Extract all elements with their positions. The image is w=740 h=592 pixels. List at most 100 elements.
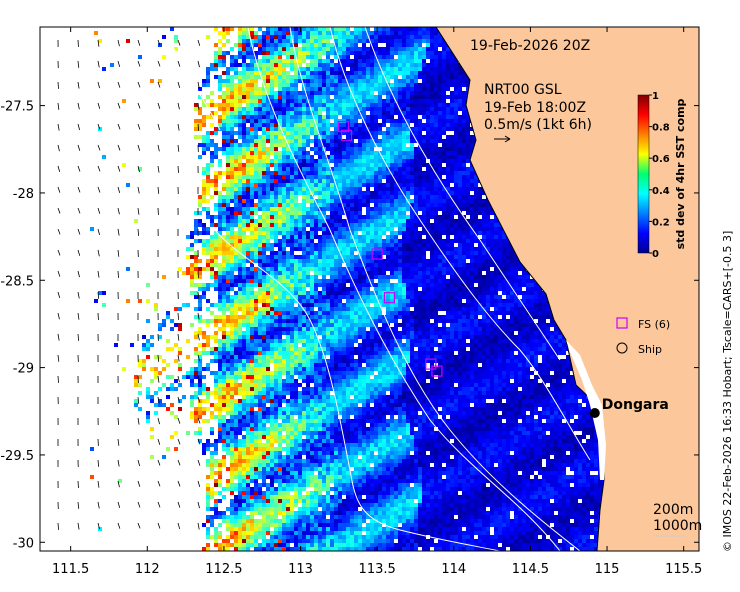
sst-cell [286,155,290,159]
sst-cell [466,223,470,227]
sst-cell [230,167,234,171]
sst-cell [310,315,314,319]
sst-cell [370,79,374,83]
sst-cell [474,287,478,291]
sst-cell [334,199,338,203]
sst-cell [234,187,238,191]
sst-cell [298,223,302,227]
sst-cell [350,247,354,251]
sst-cell [410,103,414,107]
sst-cell [210,259,214,263]
sst-cell [254,247,258,251]
sst-cell [230,199,234,203]
sst-cell [258,151,262,155]
sst-cell [446,295,450,299]
sst-cell [286,75,290,79]
sst-cell [418,167,422,171]
sst-cell [386,167,390,171]
sst-cell [402,79,406,83]
sst-cell [422,79,426,83]
sst-cell [262,283,266,287]
sst-cell [254,163,258,167]
sst-cell [498,271,502,275]
sst-cell [306,39,310,43]
sst-cell [334,159,338,163]
sst-cell [426,231,430,235]
sst-cell [242,127,246,131]
sst-cell [338,223,342,227]
sst-cell [382,143,386,147]
sst-cell [390,243,394,247]
sst-cell [454,271,458,275]
sst-cell [350,299,354,303]
sst-cell [358,315,362,319]
sst-cell [218,119,222,123]
sst-cell [350,123,354,127]
sst-cell [434,87,438,91]
sst-cell [310,235,314,239]
sst-cell [394,39,398,43]
sst-cell [318,131,322,135]
sst-cell [258,159,262,163]
sst-cell [334,211,338,215]
sst-cell [410,203,414,207]
sst-cell [406,219,410,223]
sst-cell [366,51,370,55]
sst-cell [314,107,318,111]
sst-cell [406,107,410,111]
sst-cell [394,203,398,207]
sst-cell [266,131,270,135]
sst-cell [430,179,434,183]
sst-cell [322,171,326,175]
sst-cell [382,155,386,159]
sst-cell [230,235,234,239]
sst-cell [278,287,282,291]
sst-cell [414,303,418,307]
sst-cell [434,243,438,247]
sst-cell [358,39,362,43]
sst-cell [458,75,462,79]
sst-cell [418,119,422,123]
sst-cell [226,179,230,183]
sst-cell [278,111,282,115]
sst-cell [458,243,462,247]
sst-cell [370,315,374,319]
sst-cell [446,251,450,255]
sst-cell [362,111,366,115]
sst-cell [410,167,414,171]
sst-cell [406,259,410,263]
sst-cell [426,123,430,127]
sst-cell [474,207,478,211]
sst-cell [462,95,466,99]
sst-cell [466,255,470,259]
sst-cell [358,219,362,223]
sst-cell [402,195,406,199]
sst-cell [406,299,410,303]
sst-cell [374,67,378,71]
sst-cell [238,115,242,119]
sst-cell [314,31,318,35]
sst-cell [330,43,334,47]
sst-cell [454,223,458,227]
sst-cell [478,275,482,279]
sst-cell [326,99,330,103]
sst-cell [494,291,498,295]
sst-cell [418,231,422,235]
sst-cell [334,223,338,227]
sst-cell [262,267,266,271]
sst-cell [534,291,538,295]
sst-cell [226,291,230,295]
sst-cell [426,47,430,51]
sst-cell [354,291,358,295]
sst-cell [318,259,322,263]
sst-cell [214,147,218,151]
sst-cell [234,107,238,111]
sst-cell [226,227,230,231]
sst-cell [342,239,346,243]
sst-cell [490,207,494,211]
sst-cell [214,127,218,131]
sst-cell [366,75,370,79]
sst-cell [366,167,370,171]
sst-cell [502,311,506,315]
sst-cell [342,79,346,83]
